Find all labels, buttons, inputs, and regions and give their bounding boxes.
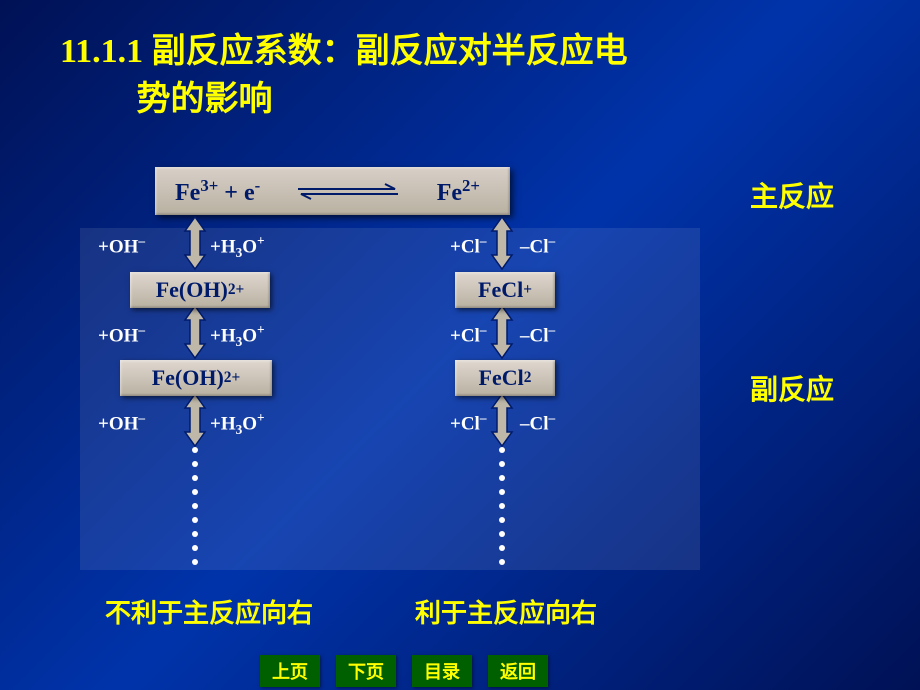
- right-annot-1-r: –Cl–: [520, 322, 555, 347]
- left-annot-1-l: +OH–: [98, 322, 145, 347]
- section-number: 11.1.1: [60, 33, 143, 70]
- right-bottom-text: 利于主反应向右: [415, 593, 597, 630]
- equilibrium-arrow: [293, 181, 403, 201]
- right-annot-2-r: –Cl–: [520, 410, 555, 435]
- nav-bar: 上页 下页 目录 返回: [260, 655, 548, 687]
- reactant: Fe3+ + e-: [175, 176, 260, 207]
- right-box-0: FeCl+: [455, 272, 555, 308]
- left-annot-2-r: +H3O+: [210, 410, 265, 438]
- toc-button[interactable]: 目录: [412, 655, 472, 687]
- prev-button[interactable]: 上页: [260, 655, 320, 687]
- right-box-1: FeCl2: [455, 360, 555, 396]
- side-reaction-label: 副反应: [750, 368, 834, 408]
- left-box-0: Fe(OH)2+: [130, 272, 270, 308]
- left-annot-1-r: +H3O+: [210, 322, 265, 350]
- main-reaction-box: Fe3+ + e- Fe2+: [155, 167, 510, 215]
- right-annot-0-r: –Cl–: [520, 233, 555, 258]
- left-bottom-text: 不利于主反应向右: [105, 593, 313, 630]
- left-annot-0-l: +OH–: [98, 233, 145, 258]
- slide-title: 11.1.1 副反应系数：副反应对半反应电 势的影响: [60, 28, 820, 123]
- left-annot-0-r: +H3O+: [210, 233, 265, 261]
- title-line2: 势的影响: [137, 81, 273, 118]
- next-button[interactable]: 下页: [336, 655, 396, 687]
- left-annot-2-l: +OH–: [98, 410, 145, 435]
- back-button[interactable]: 返回: [488, 655, 548, 687]
- main-reaction-label: 主反应: [750, 175, 834, 215]
- right-annot-2-l: +Cl–: [450, 410, 486, 435]
- right-annot-0-l: +Cl–: [450, 233, 486, 258]
- left-box-1: Fe(OH)2+: [120, 360, 272, 396]
- title-line1: 副反应系数：副反应对半反应电: [152, 33, 628, 70]
- right-annot-1-l: +Cl–: [450, 322, 486, 347]
- product: Fe2+: [437, 176, 480, 207]
